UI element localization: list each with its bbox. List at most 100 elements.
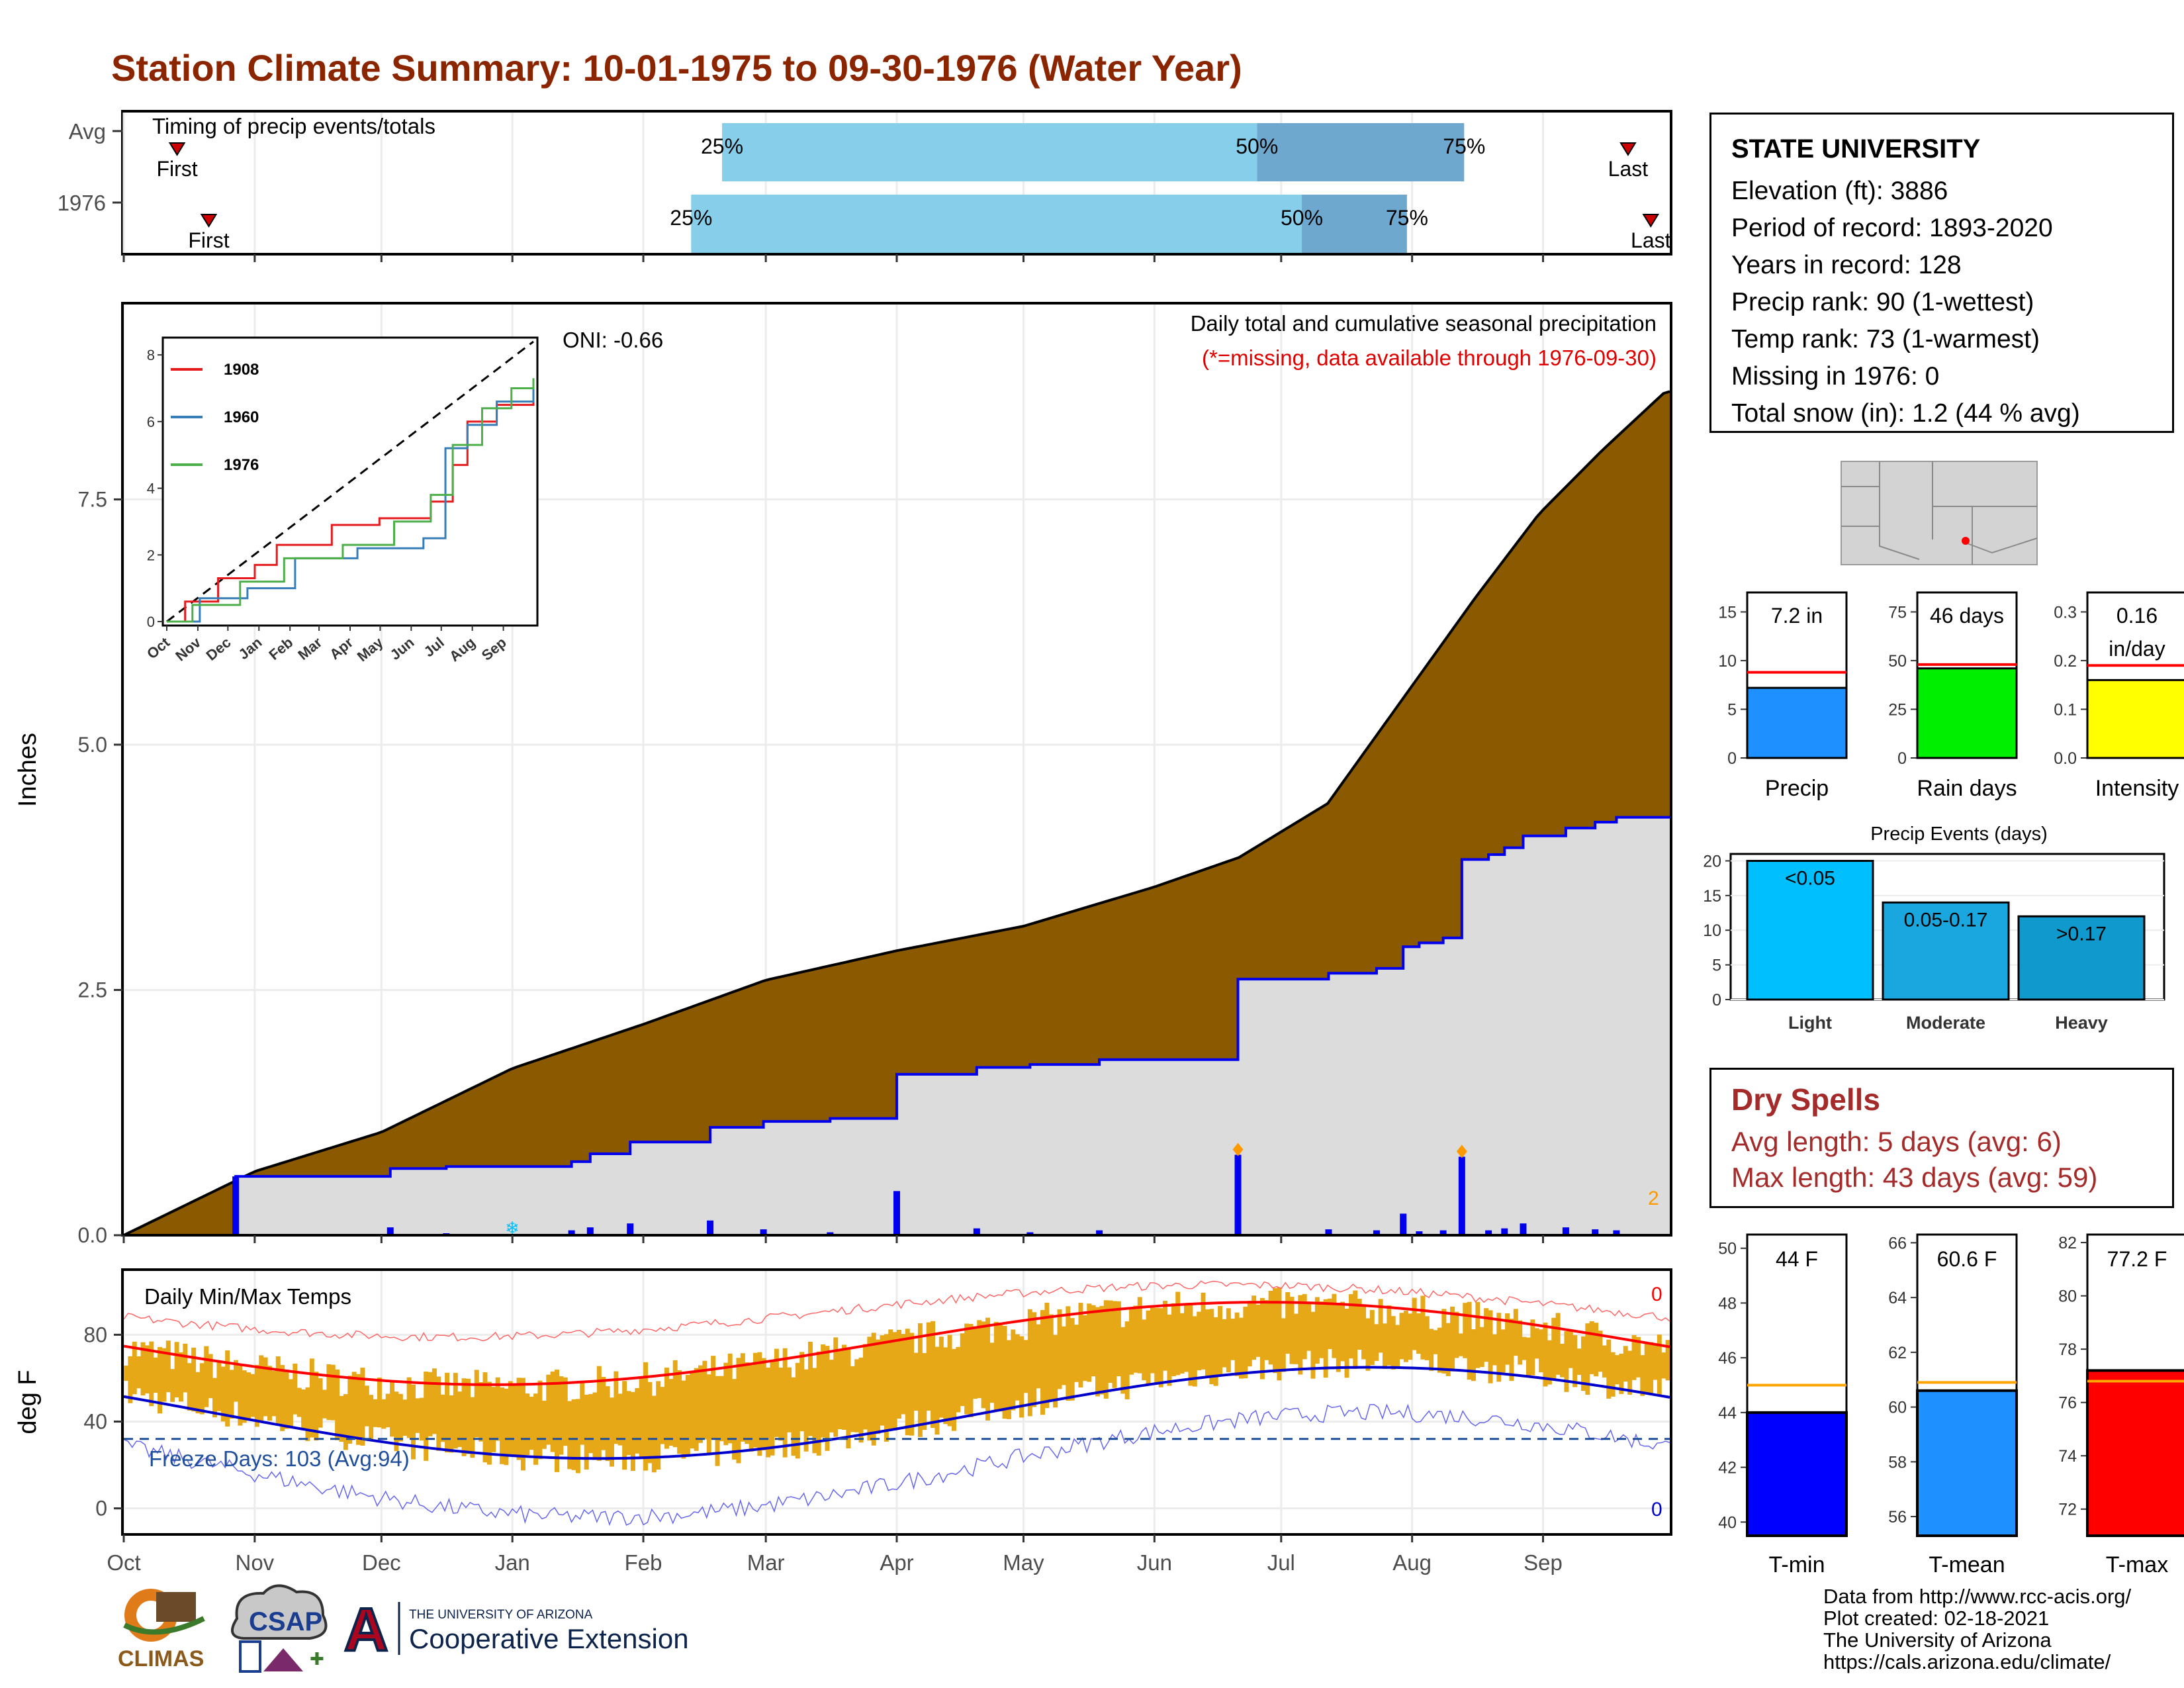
summary-bar-ytick-label: 0.3: [2054, 603, 2077, 622]
daily-temp-bar: [985, 1317, 991, 1421]
daily-temp-bar: [267, 1366, 272, 1421]
daily-temp-bar: [1171, 1303, 1176, 1376]
daily-temp-bar: [1087, 1303, 1092, 1382]
daily-temp-bar: [1150, 1307, 1155, 1374]
daily-temp-bar: [1619, 1353, 1624, 1394]
daily-temp-bar: [1488, 1310, 1493, 1383]
daily-temp-bar: [250, 1374, 255, 1417]
daily-temp-bar: [504, 1388, 509, 1466]
daily-temp-bar: [1606, 1339, 1612, 1399]
daily-temp-bar: [867, 1336, 872, 1441]
daily-temp-bar: [876, 1339, 881, 1434]
daily-temp-bar: [799, 1352, 805, 1432]
summary-bar-precip: 0 5 10 15 7.2 in Precip: [1718, 591, 1848, 801]
daily-temp-bar: [1023, 1340, 1028, 1393]
svg-text:✚: ✚: [310, 1649, 324, 1669]
daily-temp-bar: [909, 1333, 915, 1436]
month-label: Jan: [495, 1550, 530, 1575]
daily-temp-bar: [153, 1357, 158, 1393]
daily-temp-bar: [500, 1387, 505, 1464]
daily-temp-bar: [1306, 1302, 1312, 1351]
daily-temp-bar: [727, 1353, 733, 1444]
daily-temp-bar: [424, 1371, 429, 1461]
daily-temp-bar: [1580, 1336, 1586, 1391]
daily-temp-bar: [1116, 1301, 1121, 1377]
inset-legend-label: 1908: [224, 361, 259, 379]
daily-temp-bar: [1120, 1327, 1126, 1394]
daily-temp-bar: [1167, 1314, 1172, 1386]
daily-temp-bar: [1273, 1288, 1278, 1374]
temp-summary-value-label: 77.2 F: [2107, 1247, 2167, 1271]
daily-temp-bar: [1201, 1292, 1206, 1370]
daily-temp-bar: [938, 1336, 944, 1418]
daily-temp-bar: [1336, 1303, 1341, 1372]
daily-temp-bar: [1635, 1336, 1641, 1378]
daily-temp-bar: [351, 1372, 357, 1437]
daily-temp-bar: [1002, 1325, 1007, 1419]
daily-precip-bar: [586, 1227, 594, 1235]
inset-xtick-label: Aug: [446, 634, 478, 665]
daily-temp-bar: [1505, 1313, 1510, 1365]
daily-temp-bar: [1222, 1319, 1227, 1368]
daily-temp-bar: [1302, 1293, 1307, 1360]
temp-summary-ytick-label: 48: [1718, 1294, 1737, 1313]
station-snow: Total snow (in): 1.2 (44 % avg): [1731, 399, 2080, 428]
daily-temp-bar: [1399, 1313, 1404, 1360]
daily-temp-bar: [956, 1346, 961, 1413]
daily-temp-bar: [571, 1399, 576, 1470]
daily-temp-bar: [1192, 1316, 1197, 1387]
daily-temp-bar: [238, 1366, 243, 1426]
timing-row-Avg: Avg 25% 50% 75% First Last: [69, 119, 1648, 181]
inset-xtick-label: Feb: [265, 634, 296, 663]
daily-temp-bar: [411, 1384, 416, 1460]
daily-temp-bar: [1184, 1303, 1189, 1372]
daily-temp-bar: [195, 1372, 201, 1414]
daily-temp-bar: [913, 1352, 919, 1411]
daily-temp-bar: [854, 1359, 860, 1432]
daily-temp-bar: [1082, 1315, 1087, 1382]
first-event-label: First: [188, 228, 229, 252]
daily-temp-bar: [617, 1393, 623, 1446]
summary-bar-ytick-label: 50: [1888, 652, 1907, 671]
daily-temp-bar: [1534, 1328, 1539, 1359]
precip-ylabel: Inches: [14, 733, 42, 807]
daily-temp-bar: [922, 1353, 927, 1430]
daily-temp-bar: [533, 1393, 539, 1465]
daily-precip-bar: [1485, 1230, 1492, 1235]
ua-big-text: Cooperative Extension: [409, 1623, 689, 1654]
daily-temp-bar: [609, 1397, 614, 1467]
temp-summary-value-bar: [1746, 1411, 1848, 1538]
daily-temp-bar: [559, 1376, 564, 1455]
daily-temp-bar: [271, 1371, 277, 1417]
temp-summary-ytick-label: 74: [2058, 1447, 2077, 1466]
precip-subtitle: (*=missing, data available through 1976-…: [1202, 346, 1657, 370]
events-ytick-label: 5: [1712, 957, 1721, 975]
csap-logo: CSAP ✚: [230, 1584, 328, 1673]
daily-temp-bar: [926, 1322, 931, 1411]
daily-temp-bar: [635, 1387, 640, 1454]
daily-temp-bar: [1653, 1344, 1658, 1380]
page-title: Station Climate Summary: 10-01-1975 to 0…: [111, 47, 1242, 89]
month-label: Oct: [107, 1550, 140, 1575]
daily-temp-bar: [461, 1378, 467, 1456]
month-label: Aug: [1392, 1550, 1432, 1575]
daily-temp-bar: [465, 1378, 471, 1454]
daily-temp-bar: [1048, 1314, 1054, 1401]
daily-temp-bar: [837, 1349, 842, 1429]
avg-cumulative-line: [123, 390, 1670, 1237]
inset-ytick-label: 4: [147, 481, 155, 497]
daily-temp-bar: [1623, 1346, 1628, 1382]
daily-temp-bar: [1454, 1311, 1459, 1358]
daily-temp-bar: [1522, 1336, 1527, 1360]
daily-temp-bar: [795, 1362, 800, 1459]
daily-temp-bar: [275, 1356, 281, 1426]
daily-temp-bar: [1661, 1352, 1666, 1379]
daily-temp-bar: [588, 1394, 594, 1454]
temp-ylabel: deg F: [14, 1370, 42, 1434]
daily-temp-bar: [183, 1343, 188, 1393]
station-location-marker: [1962, 537, 1970, 545]
events-title: Precip Events (days): [1870, 823, 2048, 845]
daily-temp-bar: [296, 1387, 302, 1417]
daily-temp-bar: [1268, 1290, 1273, 1365]
summary-bar-ytick-label: 0.1: [2054, 700, 2077, 719]
